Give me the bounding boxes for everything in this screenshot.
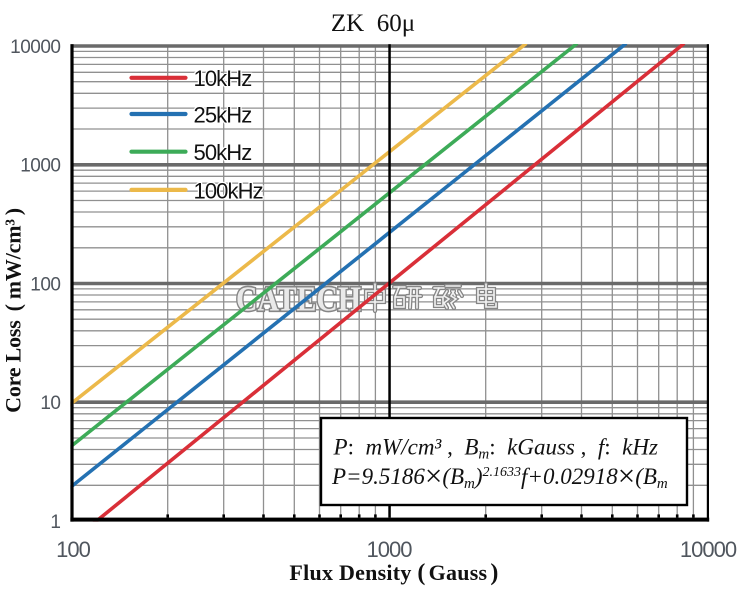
svg-text:Flux Density (Gauss): Flux Density (Gauss)	[289, 560, 498, 586]
svg-text:10000: 10000	[10, 37, 60, 58]
svg-text:100: 100	[30, 274, 60, 295]
svg-text:25kHz: 25kHz	[194, 102, 252, 127]
svg-text:Core Loss(mW/cm³): Core Loss(mW/cm³)	[1, 208, 26, 413]
svg-text:50kHz: 50kHz	[194, 140, 252, 165]
svg-text:1000: 1000	[20, 156, 60, 177]
svg-text:P: mW/cm³ , Bm: kGauss , f: P: mW/cm³ , Bm: kGauss , f: kHz	[333, 435, 658, 463]
svg-text:ZK 60μ: ZK 60μ	[331, 10, 415, 37]
svg-text:1000: 1000	[367, 537, 413, 562]
svg-text:10kHz: 10kHz	[194, 66, 252, 91]
svg-text:1: 1	[50, 512, 60, 533]
svg-text:10: 10	[40, 393, 60, 414]
svg-text:10000: 10000	[680, 537, 737, 562]
svg-text:100: 100	[56, 537, 90, 562]
svg-text:100kHz: 100kHz	[194, 178, 263, 203]
